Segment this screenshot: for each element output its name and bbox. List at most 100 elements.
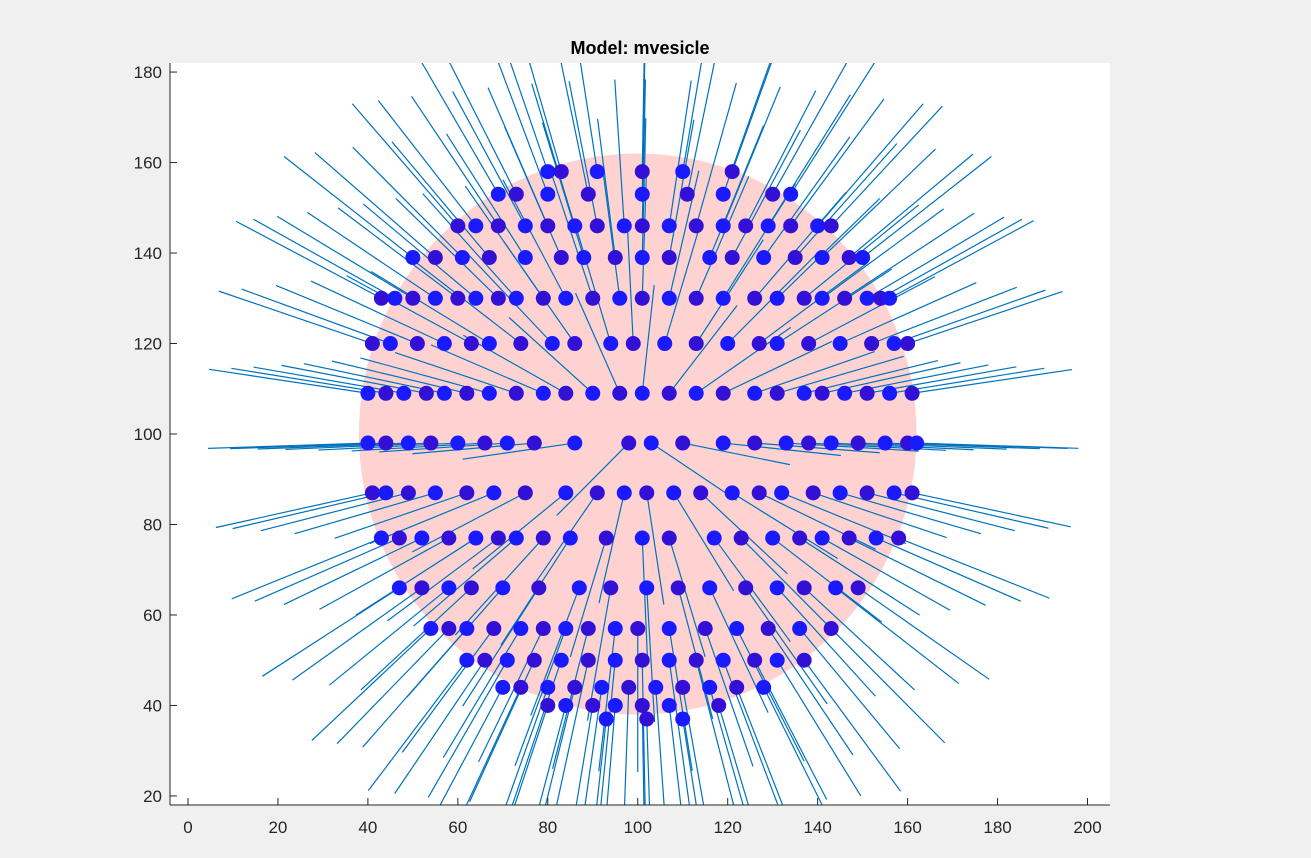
vector-line — [646, 587, 656, 722]
data-point — [535, 530, 551, 546]
vector-line — [377, 100, 477, 227]
data-point — [909, 435, 925, 451]
y-tick-label: 100 — [134, 425, 162, 444]
data-point — [760, 218, 776, 234]
data-point — [765, 186, 781, 202]
vector-line — [509, 63, 549, 172]
data-point — [810, 218, 826, 234]
vector-line — [722, 340, 833, 394]
data-point — [391, 580, 407, 596]
data-point — [414, 530, 430, 546]
data-point — [616, 218, 632, 234]
data-point — [459, 385, 475, 401]
data-point — [423, 435, 439, 451]
data-point — [769, 290, 785, 306]
data-point — [360, 435, 376, 451]
vector-line — [821, 208, 945, 299]
data-point — [558, 290, 574, 306]
vector-line — [777, 355, 904, 394]
data-point — [508, 385, 524, 401]
vector-line — [808, 276, 936, 345]
data-point — [526, 652, 542, 668]
vector-line — [401, 628, 495, 753]
y-tick-label: 80 — [143, 515, 162, 534]
data-point — [616, 485, 632, 501]
data-point — [639, 485, 655, 501]
data-point — [589, 218, 605, 234]
vector-line — [283, 537, 423, 606]
data-point — [382, 336, 398, 352]
data-point — [481, 336, 497, 352]
data-point — [661, 290, 677, 306]
vector-line — [465, 687, 522, 805]
data-point — [688, 336, 704, 352]
vector-line — [695, 82, 737, 227]
vector-line — [314, 152, 436, 259]
data-point — [661, 218, 677, 234]
vector-line — [718, 705, 750, 805]
data-point — [891, 530, 907, 546]
vector-line — [337, 207, 459, 299]
vector-line — [646, 492, 665, 605]
data-point — [585, 697, 601, 713]
vector-line — [530, 587, 580, 716]
data-point — [360, 385, 376, 401]
data-point — [639, 580, 655, 596]
vector-line — [556, 660, 589, 805]
data-point — [535, 290, 551, 306]
data-point — [724, 485, 740, 501]
vector-line — [360, 587, 472, 691]
axes: 0 20 40 60 80 100 120 140 160 180 200 20 40 60 80 100 12… — [134, 63, 1110, 837]
data-point — [580, 186, 596, 202]
vector-line — [394, 352, 517, 394]
data-point — [904, 485, 920, 501]
data-point — [661, 250, 677, 266]
data-point — [463, 580, 479, 596]
data-point — [531, 580, 547, 596]
data-point — [648, 679, 664, 695]
data-point — [553, 164, 569, 180]
vector-line — [230, 442, 386, 450]
vector-line — [579, 63, 598, 172]
data-point — [747, 385, 763, 401]
data-point — [508, 530, 524, 546]
data-point — [886, 336, 902, 352]
data-point — [540, 186, 556, 202]
data-point — [607, 250, 623, 266]
data-point — [603, 580, 619, 596]
vector-line — [668, 80, 692, 226]
x-tick-label: 200 — [1073, 818, 1101, 837]
data-point — [490, 530, 506, 546]
data-point — [688, 218, 704, 234]
vector-line — [745, 90, 817, 227]
data-point — [517, 218, 533, 234]
data-point — [634, 697, 650, 713]
data-point — [747, 435, 763, 451]
vector-line — [253, 366, 404, 394]
data-point — [868, 530, 884, 546]
data-point — [688, 290, 704, 306]
vector-line — [575, 227, 612, 344]
vector-line — [763, 136, 851, 258]
data-point — [792, 530, 808, 546]
data-point — [580, 621, 596, 637]
data-point — [450, 290, 466, 306]
data-point — [405, 250, 421, 266]
data-point — [607, 697, 623, 713]
data-point — [661, 697, 677, 713]
data-point — [625, 336, 641, 352]
data-point — [481, 250, 497, 266]
data-points — [360, 164, 925, 727]
data-point — [526, 435, 542, 451]
data-point — [400, 485, 416, 501]
data-point — [702, 250, 718, 266]
vector-line — [478, 628, 544, 763]
data-point — [634, 164, 650, 180]
data-point — [540, 164, 556, 180]
x-tick-label: 160 — [893, 818, 921, 837]
vector-line — [695, 176, 750, 299]
vector-line — [362, 628, 468, 748]
vector-line — [772, 63, 848, 195]
vector-line — [411, 96, 499, 227]
data-point — [567, 435, 583, 451]
